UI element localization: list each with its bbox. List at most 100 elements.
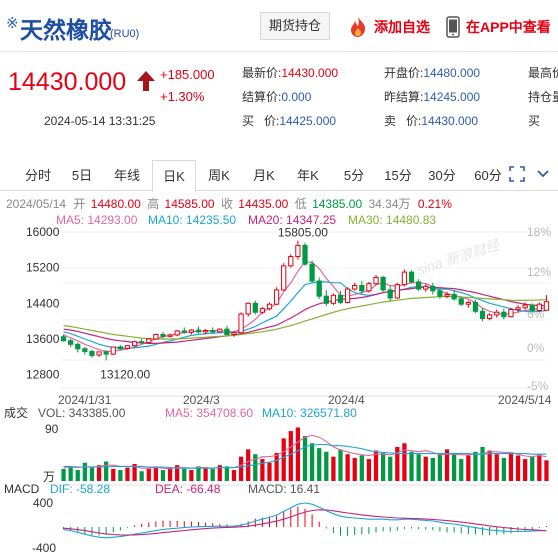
tab-8[interactable]: 5分 [343,168,365,183]
low-annotation: 13120.00 [100,367,150,381]
add-watchlist-link[interactable]: 添加自选 [374,19,430,35]
macd-ytop: 400 [33,496,53,510]
volume-bar [61,468,66,481]
volume-ytop: 90 [45,422,59,436]
candle [352,282,358,291]
candle [295,240,301,260]
price-tick: 13600 [26,332,60,346]
quote-field-value: 14480.000 [423,66,481,80]
tab-9[interactable]: 15分 [384,168,412,183]
kline-chart[interactable]: 2024/05/14 开 14480.00 高 14585.00 收 14435… [0,192,558,556]
candle [131,340,138,347]
tab-2[interactable]: 5日 [71,168,93,183]
volume-bar [494,454,499,481]
candle [337,290,344,305]
volume-bar [317,448,322,481]
candle [330,293,337,306]
volume-bar [260,459,265,481]
volume-bar [523,459,528,481]
kline-low: 14385.00 [312,197,362,211]
phone-icon [446,16,460,38]
candle [508,307,514,318]
volume-header: 成交 VOL: 343385.00 MA5: 354708.60 MA10: 3… [4,405,357,484]
volume-ma5: MA5: 354708.60 [165,406,253,420]
candle [487,313,493,321]
tab-3[interactable]: 年线 [113,168,140,183]
volume-bar [246,449,251,481]
view-in-app-link[interactable]: 在APP中查看 [466,19,551,35]
quote-field-label: 持仓量 [528,90,558,104]
volume-bar [409,451,414,481]
candle [245,302,251,317]
tab-1[interactable]: 分时 [24,168,51,183]
position-button[interactable]: 期货持仓 [260,12,331,40]
candle [536,302,542,313]
volume-bar [395,446,400,481]
price-annotations: 15805.00 13120.00 [100,226,328,382]
candle [139,338,145,345]
quote-field-value: 14425.000 [279,114,337,128]
macd-value: MACD: 16.41 [248,482,320,496]
tab-11[interactable]: 60分 [474,168,502,183]
tab-4[interactable]: 日K [152,160,196,192]
chevron-down-icon[interactable] [536,168,550,180]
candle [522,302,528,310]
pct-tick: 18% [527,225,551,239]
candle [529,303,535,313]
tab-10[interactable]: 30分 [428,168,456,183]
ma-legend-item: MA10: 14235.50 [148,213,236,227]
kline-date: 2024/05/14 [6,197,66,211]
ma-legend-item: MA30: 14480.83 [348,213,436,227]
fullscreen-icon[interactable] [509,166,525,182]
candle [75,342,81,353]
candle [366,281,372,293]
macd-line-1 [63,502,547,539]
candle [153,333,159,340]
candle [316,277,322,299]
volume-bar [82,462,87,481]
volume-bar [288,431,293,481]
volume-bar [501,457,506,481]
kline-high: 14585.00 [165,197,215,211]
tab-7[interactable]: 年K [297,168,319,183]
volume-bar [537,454,542,481]
volume-bar [224,466,230,481]
flame-icon [351,17,366,37]
tab-6[interactable]: 月K [253,168,275,183]
svg-text:2024/05/14 开 1: 2024/05/14 开 14480.00 高 14585.00 收 14435… [6,196,452,211]
volume-bar [530,456,535,481]
volume-bar [309,443,315,481]
candle [444,291,450,298]
volume-bar [423,456,428,481]
quote-field-label: 买 价: [242,114,280,128]
volume-ma-line-1 [63,434,547,470]
volume-bar [132,463,137,481]
candle [124,345,131,350]
period-tabs: 分时 5日 年线 日K 周K 月K 年K 5分 15分 30分 60分 [0,160,558,192]
quote-field-value: 14245.000 [423,90,481,104]
volume-bar [416,454,421,481]
macd-title: MACD [4,482,40,496]
candle [266,302,273,311]
candle [96,351,102,357]
volume-bar [473,451,478,481]
volume-bar [373,450,379,481]
volume-bar [302,435,308,481]
volume-bar [139,471,144,481]
kline-close-label: 收 [221,197,233,211]
candle [252,300,258,315]
volume-bar [359,455,364,481]
quote-field-value: 14430.000 [421,114,479,128]
tab-5[interactable]: 周K [208,168,230,183]
candle [273,287,280,306]
price-tick: 15200 [26,261,60,275]
price-change-pct: +1.30% [160,89,205,104]
volume-bar [338,449,343,481]
candle [465,300,471,308]
quote-datetime: 2024-05-14 13:31:25 [44,114,156,128]
date-axis: 2024/1/31 2024/3 2024/4 2024/5/14 [58,393,552,407]
candle [451,289,457,301]
volume-bar [452,454,457,481]
candle [479,307,486,322]
